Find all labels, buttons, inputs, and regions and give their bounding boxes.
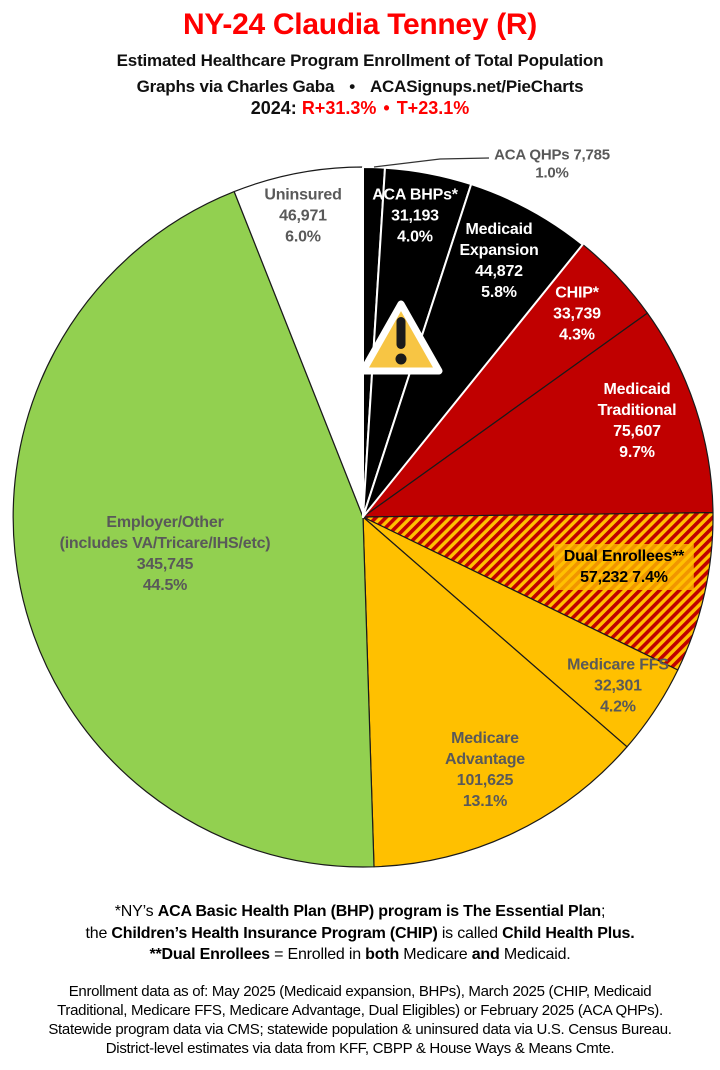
plan-note-line: the Children’s Health Insurance Program … [0,923,720,945]
pie-slice-medicaid-traditional [362,312,714,518]
source-note-line: District-level estimates via data from K… [105,1040,615,1057]
bullet-separator-icon: • [383,98,390,118]
plan-note-segment: **Dual Enrollees [149,946,270,963]
plan-note-segment: the [85,924,112,942]
plan-note-segment: ; [600,903,606,920]
subtitle: Estimated Healthcare Program Enrollment … [116,51,604,70]
source-note-line: Statewide program data via CMS; statewid… [48,1021,672,1038]
plan-note-segment: Medicare [399,946,472,963]
plan-note-segment: and [471,946,500,963]
pie-slice-uninsured [233,166,364,518]
plan-note-segment: *NY’s [114,903,158,920]
plan-note-segment: = Enrolled in [269,946,366,963]
warning-icon [359,300,443,375]
credit-site: ACASignups.net/PieCharts [369,77,584,96]
source-note-line: Enrollment data as of: May 2025 (Medicai… [68,983,652,1000]
partisan-year: 2024: [250,98,297,118]
plan-note-segment: Children’s Health Insurance Program (CHI… [111,924,438,942]
leader-line [373,157,490,168]
source-notes: Enrollment data as of: May 2025 (Medicai… [0,982,720,1058]
plan-note-line: **Dual Enrollees = Enrolled in both Medi… [0,944,720,966]
plan-note-segment: ACA Basic Health Plan (BHP) program is T… [157,903,601,920]
plan-note-segment: Child Health Plus. [502,924,635,942]
partisan-t-lean: T+23.1% [396,98,470,118]
plan-note-segment: Medicaid. [499,946,571,963]
credit-author: Graphs via Charles Gaba [136,77,335,96]
plan-note-line: *NY’s ACA Basic Health Plan (BHP) progra… [0,901,720,923]
credit-line: Graphs via Charles Gaba • ACASignups.net/P… [0,77,720,97]
plan-notes: *NY’s ACA Basic Health Plan (BHP) progra… [0,901,720,966]
plan-note-segment: both [365,946,400,963]
bullet-separator-icon: • [349,77,355,96]
partisan-r-lean: R+31.3% [301,98,377,118]
partisan-lean-line: 2024: R+31.3% • T+23.1% [0,98,720,119]
pie-slice-medicaid-expansion [362,183,584,518]
page-title: NY-24 Claudia Tenney (R) [183,8,537,41]
plan-note-segment: is called [437,924,503,942]
source-note-line: Traditional, Medicare FFS, Medicare Adva… [57,1002,663,1019]
pie-slice-employer-other [12,191,375,868]
pie-slice-medicare-advantage [362,516,628,868]
